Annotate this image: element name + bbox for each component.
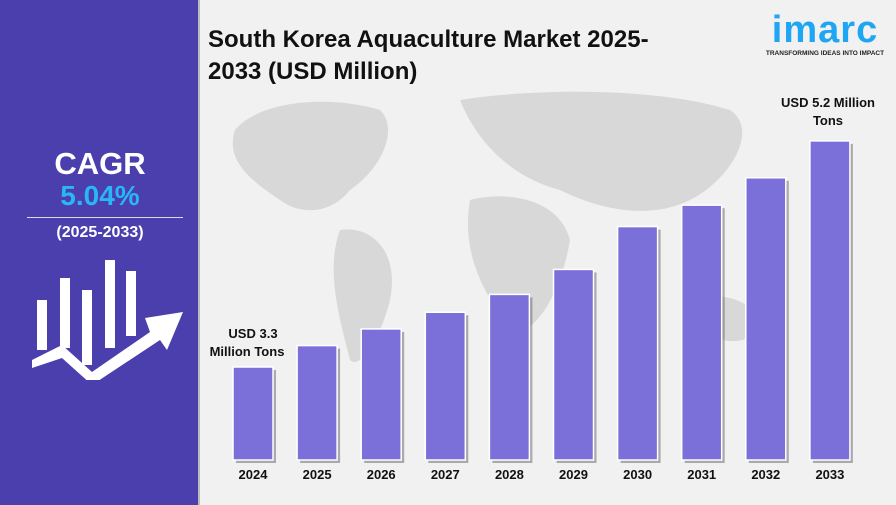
bar-2024	[232, 366, 274, 461]
x-tick-label: 2028	[495, 467, 524, 482]
growth-chart-icon	[32, 260, 183, 380]
divider	[27, 217, 183, 218]
x-tick-label: 2029	[559, 467, 588, 482]
x-tick-label: 2030	[623, 467, 652, 482]
x-tick-label: 2026	[367, 467, 396, 482]
bar-2029	[552, 268, 595, 461]
bar-2033	[809, 140, 851, 461]
x-tick-label: 2033	[815, 467, 844, 482]
annotation-start-line2: Million Tons	[210, 344, 285, 359]
imarc-logo: imarc TRANSFORMING IDEAS INTO IMPACT	[760, 10, 890, 57]
logo-tagline: TRANSFORMING IDEAS INTO IMPACT	[765, 50, 885, 57]
title-line-1: South Korea Aquaculture Market 2025-	[208, 26, 649, 53]
annotation-end-line2: Tons	[813, 113, 843, 128]
bar-2026	[360, 328, 402, 461]
world-map	[232, 91, 760, 362]
annotation-start-line1: USD 3.3	[228, 326, 277, 341]
bar-2027	[424, 311, 467, 461]
x-tick-label: 2024	[239, 467, 269, 482]
x-tick-label: 2027	[431, 467, 460, 482]
bar-2031	[680, 204, 723, 461]
logo-text: imarc	[771, 9, 879, 51]
bar-2025	[296, 344, 338, 461]
annotation-end-line1: USD 5.2 Million	[781, 95, 875, 110]
cagr-value: 5.04%	[60, 180, 140, 211]
bar-2030	[616, 225, 659, 461]
cagr-label: CAGR	[54, 146, 146, 181]
cagr-period: (2025-2033)	[56, 224, 144, 241]
page-title: South Korea Aquaculture Market 2025- 203…	[208, 24, 708, 88]
bar-2032	[745, 177, 787, 461]
title-line-2: 2033 (USD Million)	[208, 58, 418, 85]
cagr-panel: CAGR 5.04% (2025-2033)	[0, 0, 200, 505]
x-tick-label: 2032	[751, 467, 780, 482]
x-tick-label: 2031	[687, 467, 716, 482]
bar-2028	[488, 293, 531, 461]
x-tick-label: 2025	[303, 467, 332, 482]
